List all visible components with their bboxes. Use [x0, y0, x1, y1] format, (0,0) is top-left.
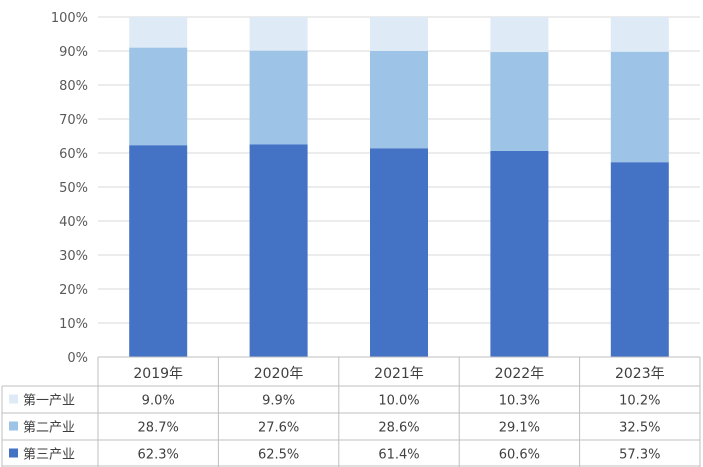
x-category-label: 2019年	[133, 366, 183, 382]
bar-segment	[370, 17, 428, 51]
data-label: 60.6%	[499, 448, 540, 463]
x-category-label: 2022年	[495, 366, 545, 382]
legend-label: 第一产业	[23, 394, 75, 409]
bar-segment	[129, 145, 188, 357]
data-label: 61.4%	[378, 448, 419, 463]
data-label: 10.0%	[378, 394, 419, 409]
data-label: 29.1%	[499, 421, 540, 436]
y-tick-label: 40%	[59, 215, 88, 230]
bar-segment	[490, 150, 549, 357]
x-category-label: 2021年	[374, 366, 424, 382]
y-tick-label: 0%	[67, 351, 88, 366]
data-label: 28.7%	[138, 421, 179, 436]
bar-segment	[370, 51, 428, 149]
data-label: 9.9%	[262, 394, 295, 409]
y-tick-label: 70%	[59, 113, 88, 128]
bar-segment	[610, 51, 669, 163]
y-tick-label: 30%	[59, 249, 88, 264]
data-label: 28.6%	[378, 421, 419, 436]
data-label: 62.5%	[258, 448, 299, 463]
bar-segment	[129, 17, 188, 48]
data-label: 62.3%	[138, 448, 179, 463]
bar-segment	[610, 162, 669, 357]
bar-segment	[490, 52, 549, 151]
legend-key	[9, 421, 18, 431]
bar-segment	[490, 17, 549, 53]
legend-key	[9, 394, 18, 404]
x-category-label: 2020年	[254, 366, 304, 382]
data-label: 57.3%	[619, 448, 660, 463]
y-tick-label: 20%	[59, 283, 88, 298]
bar-segment	[249, 50, 308, 145]
bar-segment	[249, 17, 308, 51]
data-label: 10.3%	[499, 394, 540, 409]
bar-segment	[610, 17, 669, 52]
y-tick-label: 80%	[59, 79, 88, 94]
x-category-label: 2023年	[615, 366, 665, 382]
data-label: 27.6%	[258, 421, 299, 436]
y-tick-label: 50%	[59, 181, 88, 196]
data-label: 9.0%	[142, 394, 175, 409]
y-tick-label: 100%	[51, 11, 88, 26]
data-label: 10.2%	[619, 394, 660, 409]
y-tick-label: 60%	[59, 147, 88, 162]
bar-segment	[370, 148, 428, 357]
y-tick-label: 90%	[59, 45, 88, 60]
legend-label: 第二产业	[23, 421, 75, 436]
data-label: 32.5%	[619, 421, 660, 436]
legend-key	[9, 448, 18, 458]
bar-segment	[129, 47, 188, 146]
bar-segment	[249, 144, 308, 357]
legend-label: 第三产业	[23, 448, 75, 463]
y-tick-label: 10%	[59, 317, 88, 332]
